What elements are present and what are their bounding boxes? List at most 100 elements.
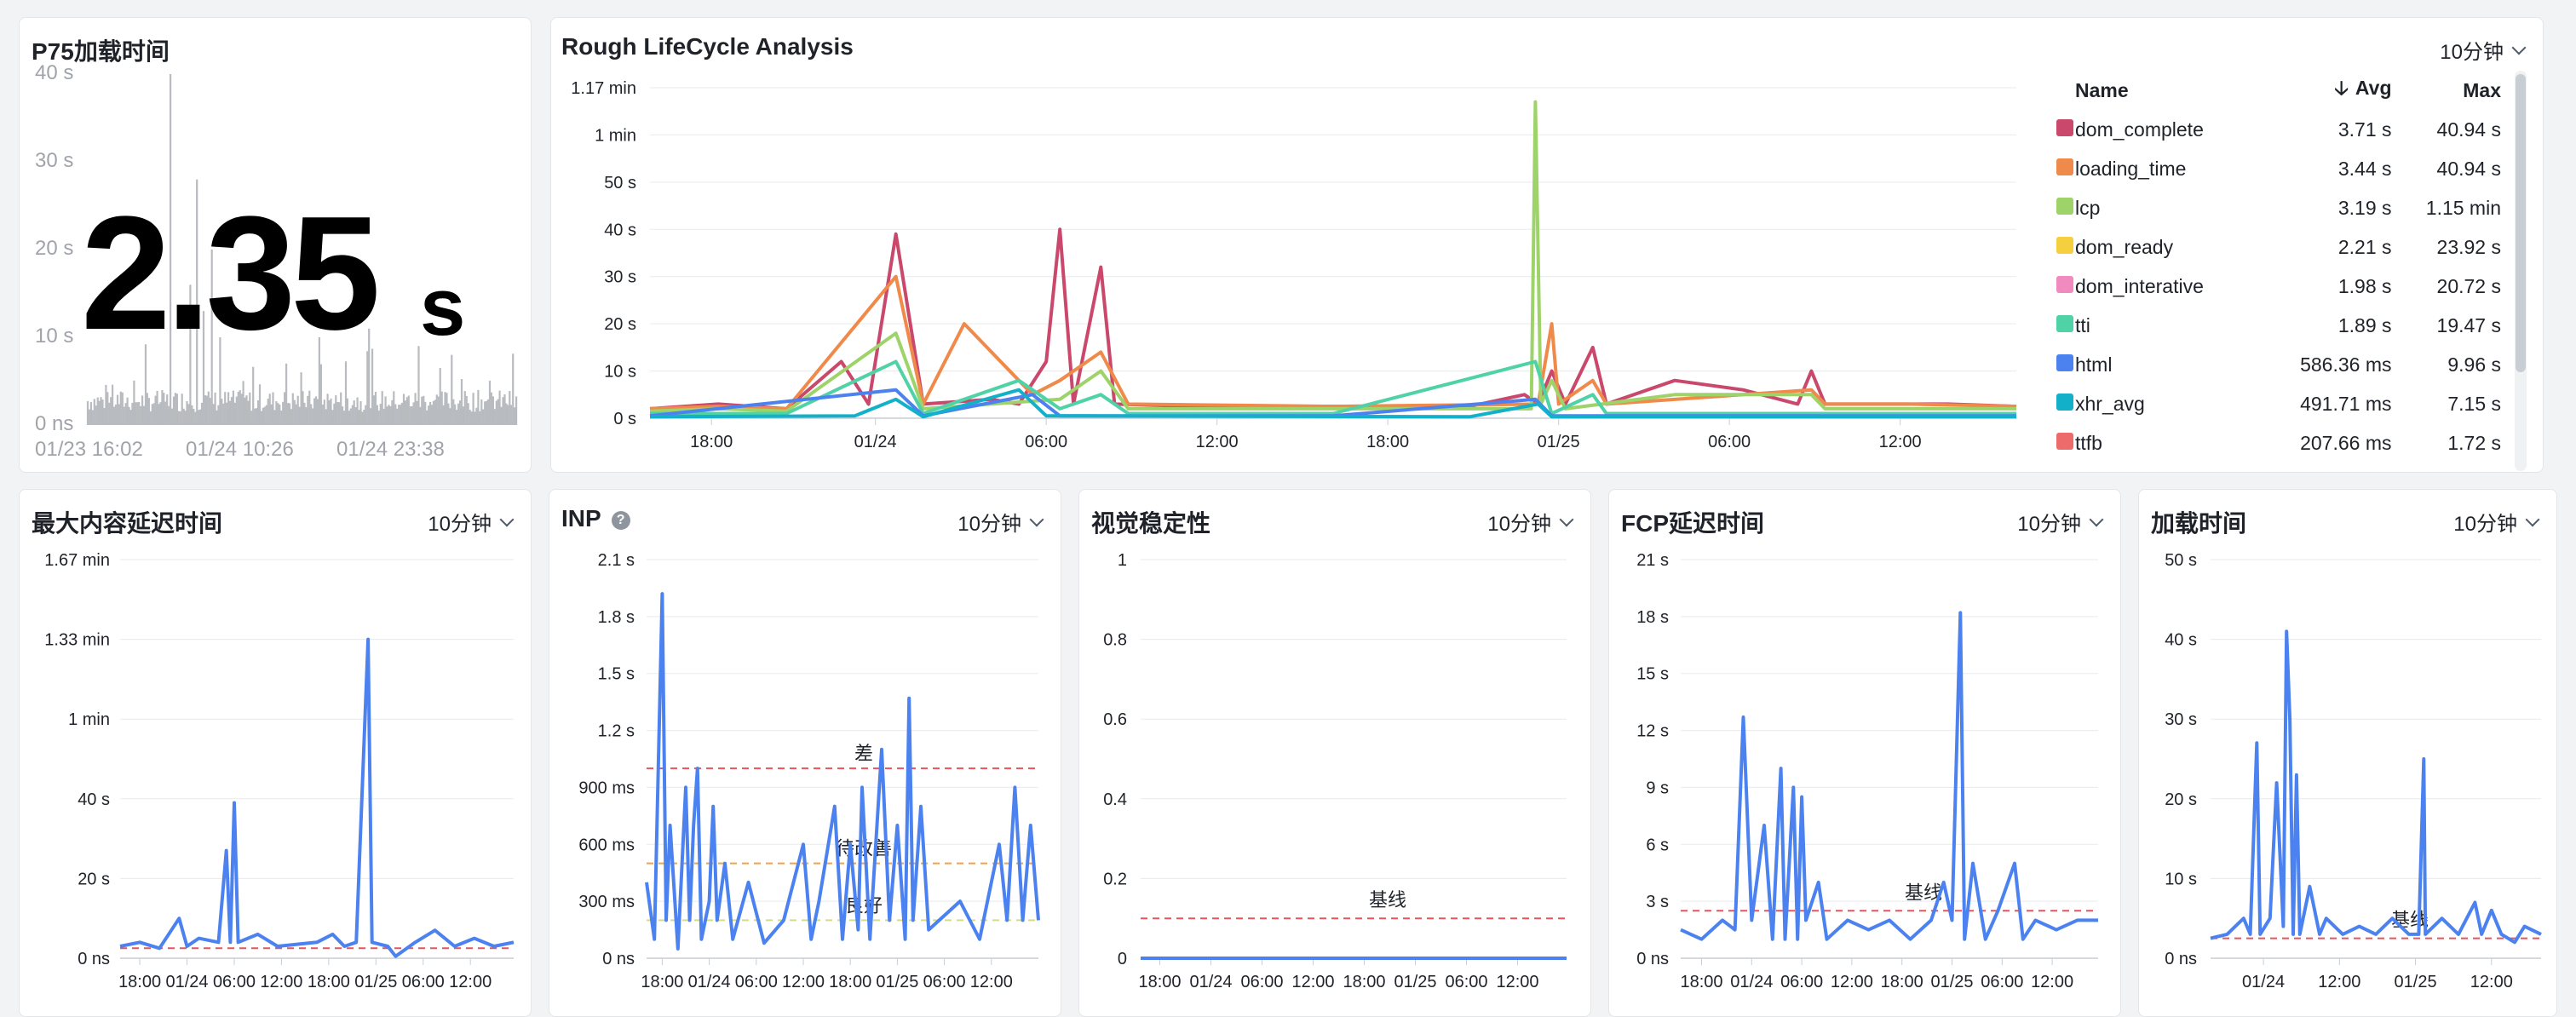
y-tick-label: 0.6 (1103, 710, 1127, 729)
legend-max: 7.15 s (2447, 392, 2501, 415)
x-tick-label: 12:00 (1879, 433, 1922, 451)
legend-row-tti[interactable]: tti 1.89 s 19.47 s (2025, 306, 2502, 345)
y-tick-label: 18 s (1636, 608, 1669, 627)
x-tick-label: 12:00 (1496, 973, 1538, 991)
inp-card-title: INP? (561, 505, 630, 532)
load-interval-select[interactable]: 10分钟 (2453, 507, 2540, 537)
legend-max: 2.20 s (2393, 463, 2503, 472)
p75-load-time-card: P75加载时间 40 s 30 s 20 s 10 s 0 ns 01/23 1… (19, 17, 532, 473)
y-tick-label: 50 s (604, 174, 636, 192)
p75-sparkline-chart: 40 s 30 s 20 s 10 s 0 ns 01/23 16:02 01/… (35, 61, 518, 461)
y-tick-label: 0 ns (2165, 950, 2197, 968)
y-tick-label: 600 ms (578, 836, 635, 854)
series-line-tti (650, 359, 2016, 416)
legend-swatch (2056, 432, 2073, 450)
x-tick-label: 18:00 (1138, 973, 1181, 991)
x-tick-label: 06:00 (402, 973, 445, 991)
x-tick-label: 12:00 (782, 973, 825, 991)
y-tick-label: 0.8 (1103, 631, 1127, 650)
legend-row-dom-ready[interactable]: dom_ready 2.21 s 23.92 s (2025, 227, 2502, 267)
x-tick-label: 06:00 (1708, 433, 1751, 451)
series-line-fcp (1680, 611, 2098, 941)
legend-avg: 207.66 ms (2300, 431, 2392, 454)
legend-max: 23.92 s (2436, 235, 2501, 258)
y-tick-label: 21 s (1636, 551, 1669, 570)
y-tick-label: 12 s (1636, 722, 1669, 741)
x-tick-label: 18:00 (118, 973, 161, 991)
p75-y-tick: 40 s (35, 61, 73, 84)
legend-scrollbar-thumb[interactable] (2516, 74, 2526, 372)
p75-y-tick: 20 s (35, 237, 73, 260)
legend-swatch (2056, 353, 2073, 371)
legend-name: dom_interative (2075, 274, 2204, 297)
x-tick-label: 06:00 (1240, 973, 1283, 991)
lcp-card-title: 最大内容延迟时间 (32, 510, 223, 537)
fcp-card: FCP延迟时间 10分钟 21 s 18 s 15 s 12 s 9 s 6 s 3 s 0 … (1608, 489, 2121, 1017)
p75-x-tick: 01/24 10:26 (186, 438, 294, 461)
y-tick-label: 300 ms (578, 893, 635, 911)
legend-name: lcp (2075, 196, 2101, 219)
y-tick-label: 900 ms (578, 779, 635, 797)
p75-y-tick: 10 s (35, 325, 73, 348)
legend-avg: 188.21 ms (2260, 463, 2393, 472)
cls-interval-select[interactable]: 10分钟 (1487, 507, 1574, 537)
x-tick-label: 06:00 (1025, 433, 1067, 451)
y-tick-label: 0 ns (1636, 950, 1669, 968)
legend-row-ttfb[interactable]: ttfb 207.66 ms 1.72 s (2025, 423, 2502, 463)
x-tick-label: 01/25 (1394, 973, 1436, 991)
legend-row-html[interactable]: html 586.36 ms 9.96 s (2025, 345, 2502, 384)
series-line-xhr-avg (649, 388, 2016, 419)
y-tick-label: 1.33 min (44, 631, 110, 650)
legend-row-dom-complete[interactable]: dom_complete 3.71 s 40.94 s (2025, 110, 2502, 149)
legend-row-lcp[interactable]: lcp 3.19 s 1.15 min (2025, 188, 2502, 227)
legend-row-tcp[interactable]: tcp188.21 ms2.20 s (2025, 463, 2503, 472)
series-line-loading-time (649, 274, 2017, 411)
legend-row-loading-time[interactable]: loading_time 3.44 s 40.94 s (2025, 149, 2502, 188)
legend-header-avg[interactable]: 🡣 Avg (2260, 71, 2393, 110)
x-tick-label: 12:00 (1196, 433, 1239, 451)
y-tick-label: 1.67 min (44, 551, 110, 570)
x-tick-label: 18:00 (1680, 973, 1722, 991)
y-tick-label: 0 ns (602, 950, 635, 968)
legend-avg: 3.19 s (2337, 196, 2392, 219)
legend-scrollbar[interactable] (2515, 71, 2527, 471)
legend-header-max[interactable]: Max (2463, 78, 2501, 101)
lcp-interval-select[interactable]: 10分钟 (428, 507, 515, 537)
load-time-card-title: 加载时间 (2151, 510, 2247, 537)
y-tick-label: 1.5 s (598, 665, 635, 684)
y-tick-label: 20 s (2165, 790, 2197, 809)
legend-avg: 491.71 ms (2300, 392, 2392, 415)
legend-name: ttfb (2075, 431, 2102, 454)
legend-name: dom_complete (2075, 118, 2204, 141)
x-tick-label: 06:00 (1981, 973, 2023, 991)
legend-swatch (2056, 314, 2073, 332)
legend-swatch (2056, 118, 2073, 136)
legend-avg: 3.44 s (2337, 157, 2392, 180)
x-tick-label: 12:00 (1291, 973, 1334, 991)
interval-label: 10分钟 (1487, 513, 1551, 536)
x-tick-label: 12:00 (2318, 973, 2360, 991)
interval-label: 10分钟 (2017, 513, 2081, 536)
fcp-interval-select[interactable]: 10分钟 (2017, 507, 2104, 537)
x-tick-label: 06:00 (1445, 973, 1487, 991)
x-tick-label: 01/24 (1730, 973, 1773, 991)
interval-label: 10分钟 (428, 513, 492, 536)
lifecycle-card: Rough LifeCycle Analysis 10分钟 1.17 min 1 … (550, 17, 2544, 473)
p75-y-tick: 30 s (35, 149, 73, 172)
legend-row-dom-interative[interactable]: dom_interative 1.98 s 20.72 s (2025, 267, 2502, 306)
question-circle-icon[interactable]: ? (611, 510, 630, 530)
legend-header-name[interactable]: Name (2075, 78, 2129, 101)
legend-row-xhr-avg[interactable]: xhr_avg 491.71 ms 7.15 s (2025, 384, 2502, 423)
inp-card: INP? 10分钟 2.1 s 1.8 s 1.5 s 1.2 s 900 ms 600 … (549, 489, 1061, 1017)
inp-interval-select[interactable]: 10分钟 (957, 507, 1044, 537)
x-tick-label: 01/25 (354, 973, 397, 991)
x-tick-label: 18:00 (1343, 973, 1385, 991)
p75-x-tick: 01/23 16:02 (35, 438, 143, 461)
p75-value: 2.35 (81, 183, 381, 364)
x-tick-label: 01/24 (2242, 973, 2285, 991)
fcp-chart: 21 s 18 s 15 s 12 s 9 s 6 s 3 s 0 ns 18:00 01/24 0… (1636, 551, 2098, 991)
chevron-down-icon (2511, 40, 2527, 55)
inp-title-text: INP (561, 505, 601, 531)
lifecycle-interval-select[interactable]: 10分钟 (2440, 35, 2527, 65)
